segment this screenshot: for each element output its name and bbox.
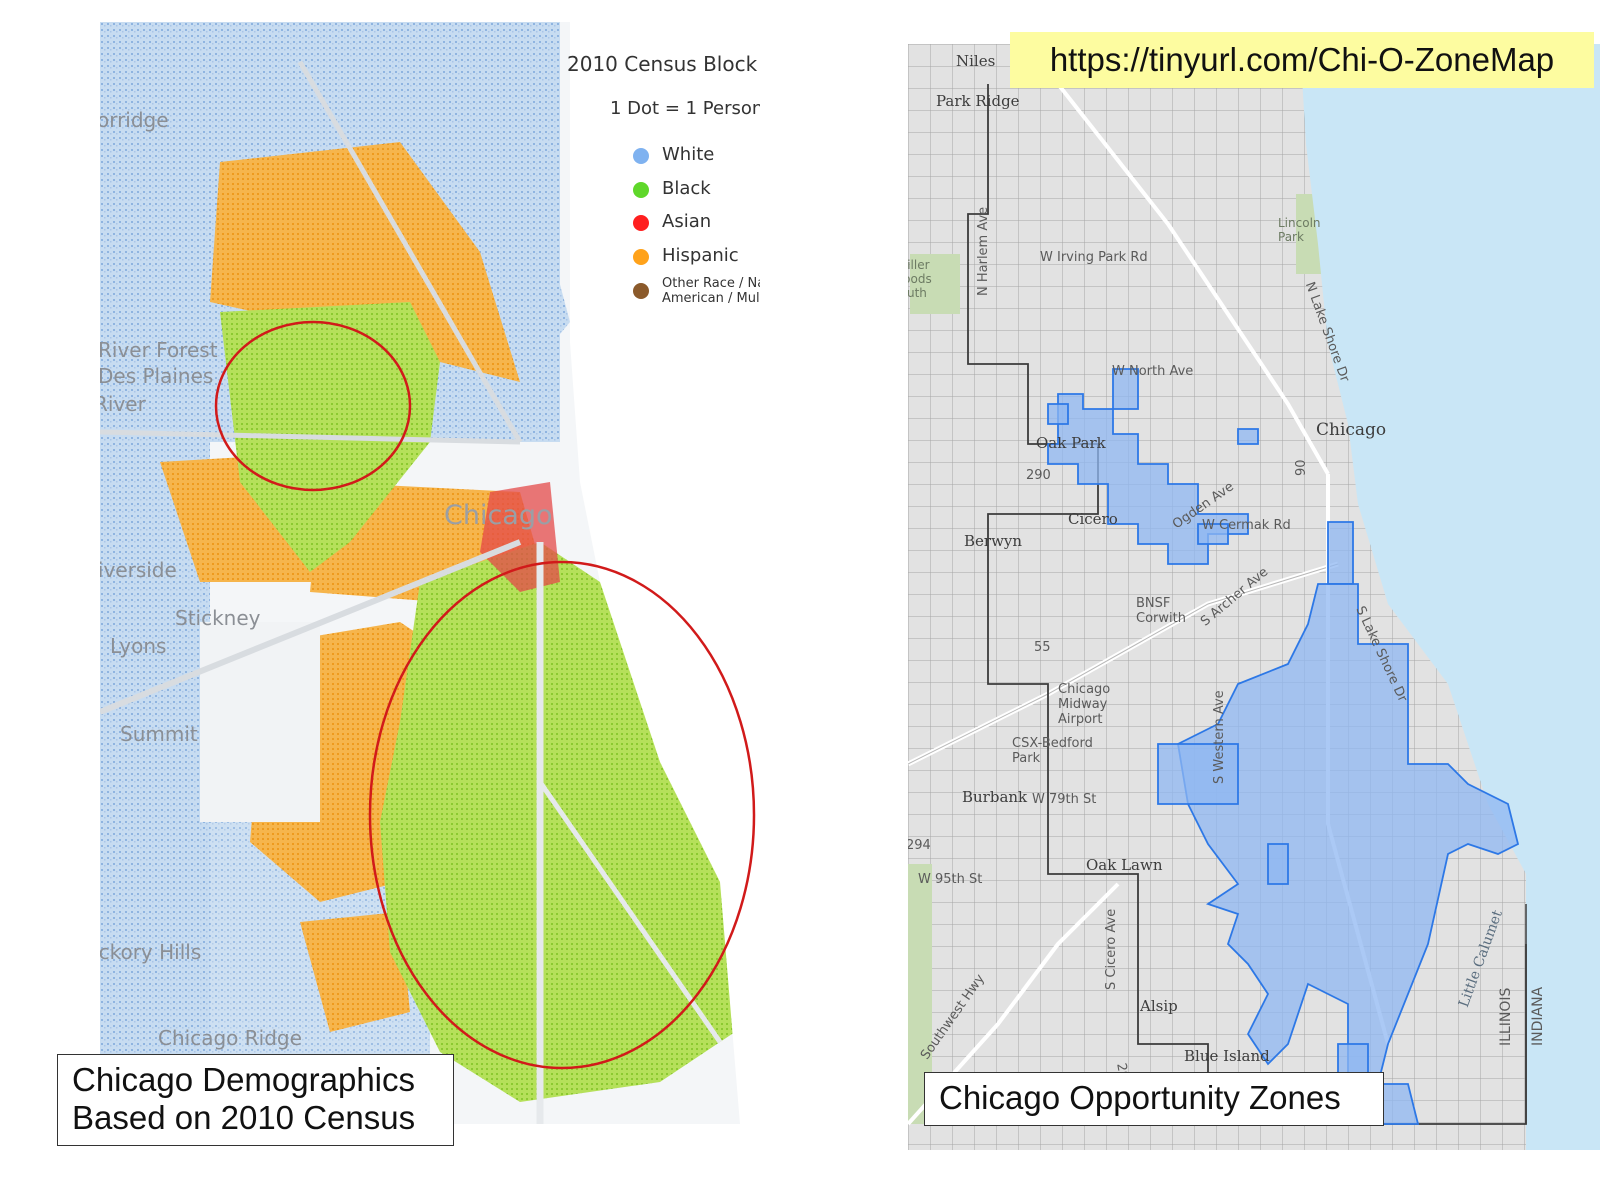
label-indiana: INDIANA [1530,986,1546,1046]
circle-westside [214,320,412,492]
road-55: 55 [1034,640,1051,655]
label-park-ridge: Park Ridge [936,92,1020,110]
legend-label-hispanic: Hispanic [662,245,739,266]
zone-small-west [1267,843,1289,885]
road-western: S Western Ave [1212,690,1227,784]
road-harlem: N Harlem Ave [976,206,991,296]
label-bnsf: BNSF Corwith [1136,596,1186,626]
label-blue-island: Blue Island [1184,1047,1270,1065]
legend-label-black: Black [662,178,711,199]
zone-cermak [1197,523,1229,545]
legend-dot-black [633,182,649,198]
zone-southwest-a [1157,743,1239,805]
highway-kennedy [297,60,523,444]
road-294: 294 [908,838,931,853]
legend-label-other-2: American / Multi-racial [662,291,760,306]
lake-area [570,22,760,1124]
basemap-layer [908,44,1600,1150]
label-alsip: Alsip [1140,997,1178,1015]
road-95th: W 95th St [918,872,983,887]
label-river-forest: River Forest [100,338,218,362]
label-oak-lawn: Oak Lawn [1086,856,1163,874]
label-norridge: Norridge [100,108,169,132]
label-illinois: ILLINOIS [1498,987,1514,1046]
legend-dot-hispanic [633,249,649,265]
label-shiller-woods: Shiller Woods South [908,258,932,300]
road-90: 90 [1294,459,1309,476]
label-hickory-hills: Hickory Hills [100,940,202,964]
highway-i57 [537,780,723,1044]
label-burbank: Burbank [962,788,1028,806]
opportunity-zones-map: Niles Park Ridge Oak Park Chicago Cicero… [908,44,1600,1150]
legend-label-white: White [662,144,715,165]
highway-kennedy [1056,82,1330,475]
legend-dot-asian [633,215,649,231]
label-lyons: Lyons [110,634,167,658]
legend-dot-other [633,283,649,299]
label-csx: CSX-Bedford Park [1012,736,1093,766]
road-cicero-ave: S Cicero Ave [1104,908,1119,990]
road-79th: W 79th St [1032,792,1097,807]
legend-label-asian: Asian [662,211,712,232]
map-url-link[interactable]: https://tinyurl.com/Chi-O-ZoneMap [1010,32,1594,88]
caption-line-1: Chicago Demographics [72,1061,416,1098]
legend-subtitle: 1 Dot = 1 Person [610,98,760,119]
legend-label-other: Other Race / Native [662,276,760,291]
label-niles: Niles [956,52,996,70]
label-des-plaines: Des Plaines [100,364,214,388]
caption-opportunity-zones: Chicago Opportunity Zones [924,1072,1384,1126]
demographics-map: Norridge River Forest Des Plaines River … [100,22,760,1124]
zone-west-north [1112,368,1139,410]
highway-stevenson-edge [908,563,1339,765]
label-chicago-ridge: Chicago Ridge [158,1026,302,1050]
white-area-north-shore [400,22,570,382]
label-river: River [100,392,146,416]
caption-line-2: Based on 2010 Census [72,1099,416,1136]
empty-west-gap [200,622,320,822]
road-irving: W Irving Park Rd [1040,250,1148,265]
legend-dot-white [633,148,649,164]
legend-title: 2010 Census Block Data [567,52,760,76]
caption-demographics: Chicago Demographics Based on 2010 Censu… [57,1054,454,1146]
dot-density-layer [100,22,760,1124]
label-stickney: Stickney [175,606,261,630]
zone-bronzeville [1327,521,1354,585]
label-chicago: Chicago [444,500,553,531]
label-berwyn: Berwyn [964,532,1023,550]
zone-west-small [1047,403,1069,425]
label-oak-park: Oak Park [1036,434,1106,452]
highway-sw [100,539,522,715]
label-summit: Summit [120,722,198,746]
label-lincoln-park: Lincoln Park [1278,216,1321,244]
road-cermak: W Cermak Rd [1202,518,1291,533]
park-shiller [910,254,960,314]
hispanic-area-south-edge [300,912,410,1032]
label-chicago: Chicago [1316,420,1387,440]
road-290: 290 [1026,468,1051,483]
circle-southside [368,560,756,1070]
label-cicero: Cicero [1068,510,1118,528]
label-riverside: Riverside [100,558,177,582]
lake-michigan [1300,44,1600,1150]
label-midway: Chicago Midway Airport [1058,682,1111,727]
road-north: W North Ave [1112,364,1194,379]
highway-eisenhower [100,429,521,445]
zone-near-west [1237,428,1259,445]
hispanic-area-northwest [210,142,520,382]
